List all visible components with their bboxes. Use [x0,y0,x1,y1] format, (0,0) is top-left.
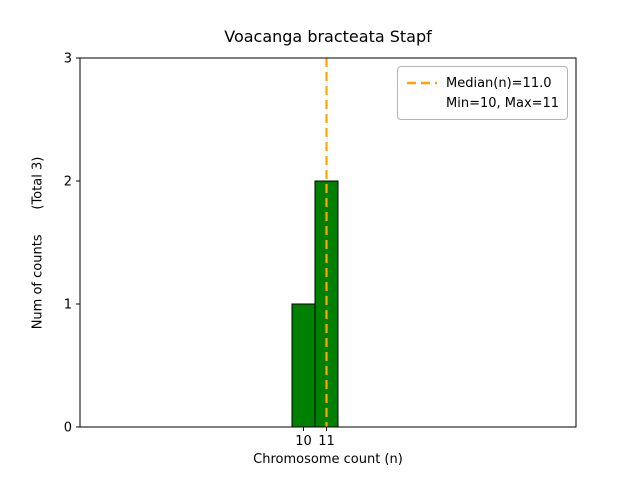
legend: Median(n)=11.0 Min=10, Max=11 [397,66,568,120]
x-axis-label: Chromosome count (n) [253,452,403,467]
y-tick-label: 0 [64,421,72,436]
y-axis-label: Num of counts (Total 3) [30,156,46,330]
x-tick-label: 11 [318,434,335,449]
median-dash-icon [406,80,438,86]
y-tick-label: 1 [64,298,72,313]
legend-median-label: Median(n)=11.0 [446,75,552,91]
axes-box [79,57,577,428]
y-tick-label: 3 [64,52,72,67]
chart-title: Voacanga bracteata Stapf [224,27,432,46]
histogram-bar [291,303,316,428]
x-tick-label: 10 [295,434,312,449]
legend-minmax-label: Min=10, Max=11 [446,95,560,111]
legend-row-median: Median(n)=11.0 [406,73,559,93]
y-tick-label: 2 [64,175,72,190]
legend-row-minmax: Min=10, Max=11 [406,93,559,113]
